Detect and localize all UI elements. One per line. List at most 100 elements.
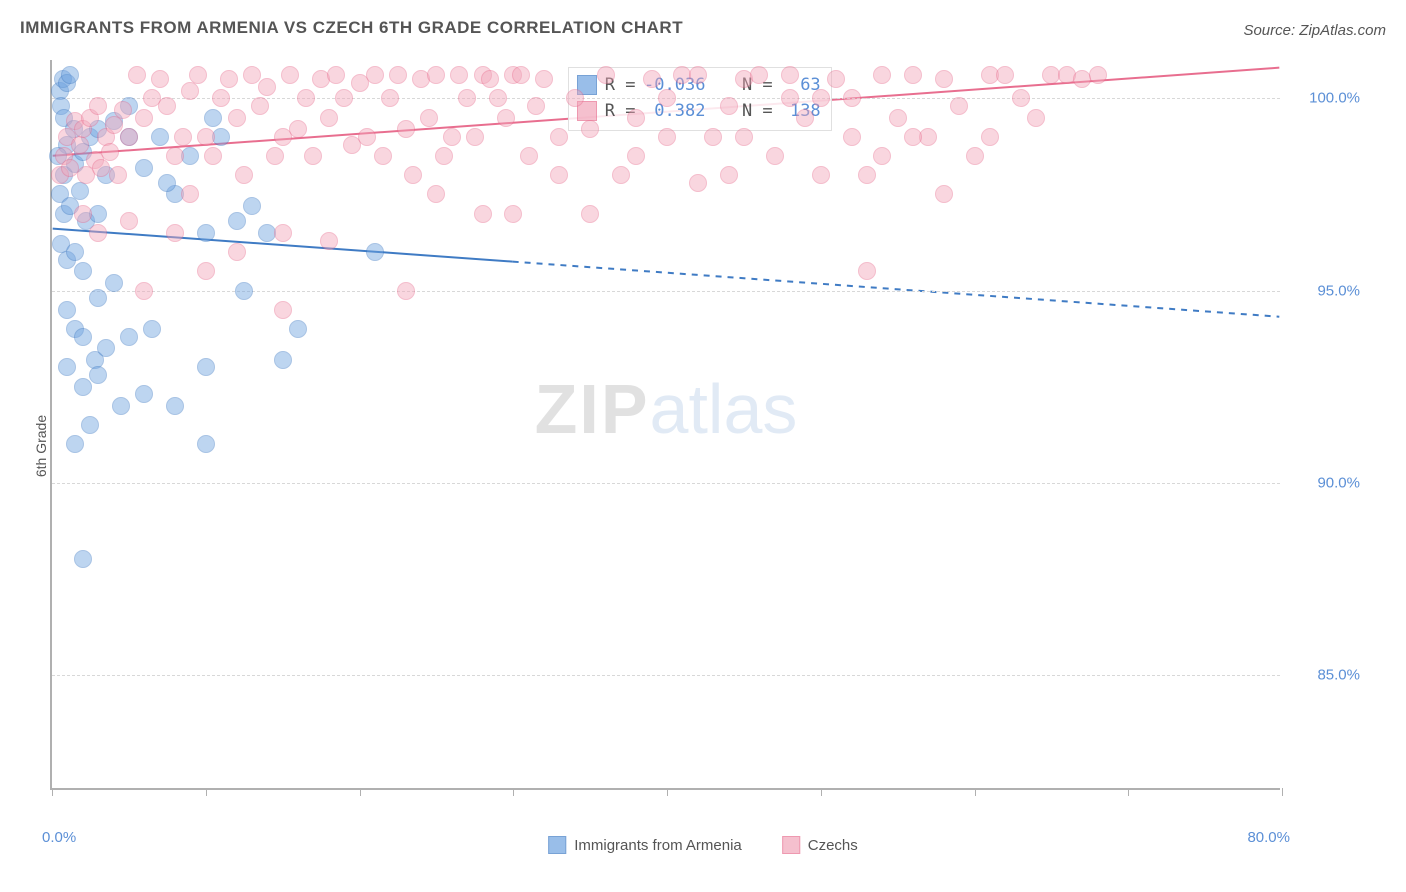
scatter-point-armenia [204,109,222,127]
scatter-point-czechs [919,128,937,146]
scatter-point-czechs [197,262,215,280]
scatter-point-czechs [358,128,376,146]
x-tick [52,788,53,796]
legend-item: Immigrants from Armenia [548,836,742,854]
scatter-point-czechs [735,128,753,146]
scatter-point-armenia [105,274,123,292]
source-label: Source: ZipAtlas.com [1243,22,1386,39]
scatter-point-czechs [281,66,299,84]
scatter-point-czechs [166,147,184,165]
trendline-armenia-extrapolated [513,262,1280,317]
scatter-point-czechs [512,66,530,84]
scatter-point-czechs [1089,66,1107,84]
scatter-point-czechs [366,66,384,84]
scatter-point-czechs [581,120,599,138]
scatter-point-czechs [181,185,199,203]
scatter-point-czechs [381,89,399,107]
scatter-point-czechs [166,224,184,242]
scatter-point-czechs [458,89,476,107]
scatter-point-armenia [143,320,161,338]
scatter-point-armenia [135,159,153,177]
y-tick-label: 100.0% [1309,90,1360,107]
scatter-point-armenia [61,66,79,84]
scatter-point-czechs [1012,89,1030,107]
scatter-point-armenia [58,301,76,319]
scatter-point-armenia [243,197,261,215]
x-tick [1282,788,1283,796]
scatter-point-czechs [158,97,176,115]
x-tick [975,788,976,796]
scatter-point-czechs [197,128,215,146]
scatter-point-armenia [89,205,107,223]
scatter-point-czechs [566,89,584,107]
scatter-point-armenia [158,174,176,192]
scatter-point-armenia [120,328,138,346]
scatter-point-czechs [258,78,276,96]
x-tick [513,788,514,796]
scatter-point-czechs [481,70,499,88]
scatter-point-czechs [796,109,814,127]
scatter-point-czechs [92,159,110,177]
x-tick [667,788,668,796]
scatter-point-czechs [220,70,238,88]
scatter-point-czechs [858,262,876,280]
plot-area: ZIPatlas R =-0.036 N =63R =0.382 N =138 … [50,60,1280,790]
scatter-point-czechs [274,301,292,319]
scatter-point-czechs [120,128,138,146]
scatter-point-czechs [627,147,645,165]
scatter-point-czechs [427,66,445,84]
scatter-point-armenia [74,328,92,346]
y-tick-label: 95.0% [1317,282,1360,299]
scatter-point-czechs [243,66,261,84]
scatter-point-czechs [374,147,392,165]
scatter-point-czechs [904,128,922,146]
scatter-point-czechs [750,66,768,84]
scatter-point-czechs [101,143,119,161]
scatter-point-czechs [643,70,661,88]
scatter-point-czechs [135,109,153,127]
scatter-point-czechs [1027,109,1045,127]
scatter-point-czechs [658,89,676,107]
scatter-point-czechs [504,205,522,223]
scatter-point-czechs [204,147,222,165]
x-tick [360,788,361,796]
y-tick-label: 90.0% [1317,474,1360,491]
legend-swatch [782,836,800,854]
scatter-point-czechs [212,89,230,107]
scatter-point-czechs [689,174,707,192]
scatter-point-czechs [235,166,253,184]
scatter-point-armenia [151,128,169,146]
scatter-point-czechs [889,109,907,127]
scatter-point-czechs [474,205,492,223]
scatter-point-czechs [858,166,876,184]
scatter-point-armenia [97,339,115,357]
scatter-point-czechs [228,243,246,261]
scatter-point-czechs [489,89,507,107]
x-tick [206,788,207,796]
legend-swatch [548,836,566,854]
scatter-point-armenia [212,128,230,146]
scatter-point-czechs [420,109,438,127]
scatter-point-armenia [71,182,89,200]
scatter-point-czechs [812,89,830,107]
scatter-point-czechs [114,101,132,119]
scatter-point-czechs [520,147,538,165]
scatter-point-czechs [873,66,891,84]
scatter-point-czechs [266,147,284,165]
scatter-point-czechs [766,147,784,165]
chart-container: IMMIGRANTS FROM ARMENIA VS CZECH 6TH GRA… [0,0,1406,892]
scatter-point-czechs [550,166,568,184]
scatter-point-czechs [904,66,922,84]
scatter-point-czechs [720,166,738,184]
scatter-point-czechs [981,128,999,146]
scatter-point-czechs [397,120,415,138]
scatter-point-czechs [812,166,830,184]
scatter-point-czechs [827,70,845,88]
scatter-point-czechs [873,147,891,165]
legend-label: Czechs [808,837,858,854]
scatter-point-czechs [228,109,246,127]
scatter-point-armenia [228,212,246,230]
scatter-point-czechs [435,147,453,165]
scatter-point-czechs [128,66,146,84]
scatter-point-armenia [112,397,130,415]
